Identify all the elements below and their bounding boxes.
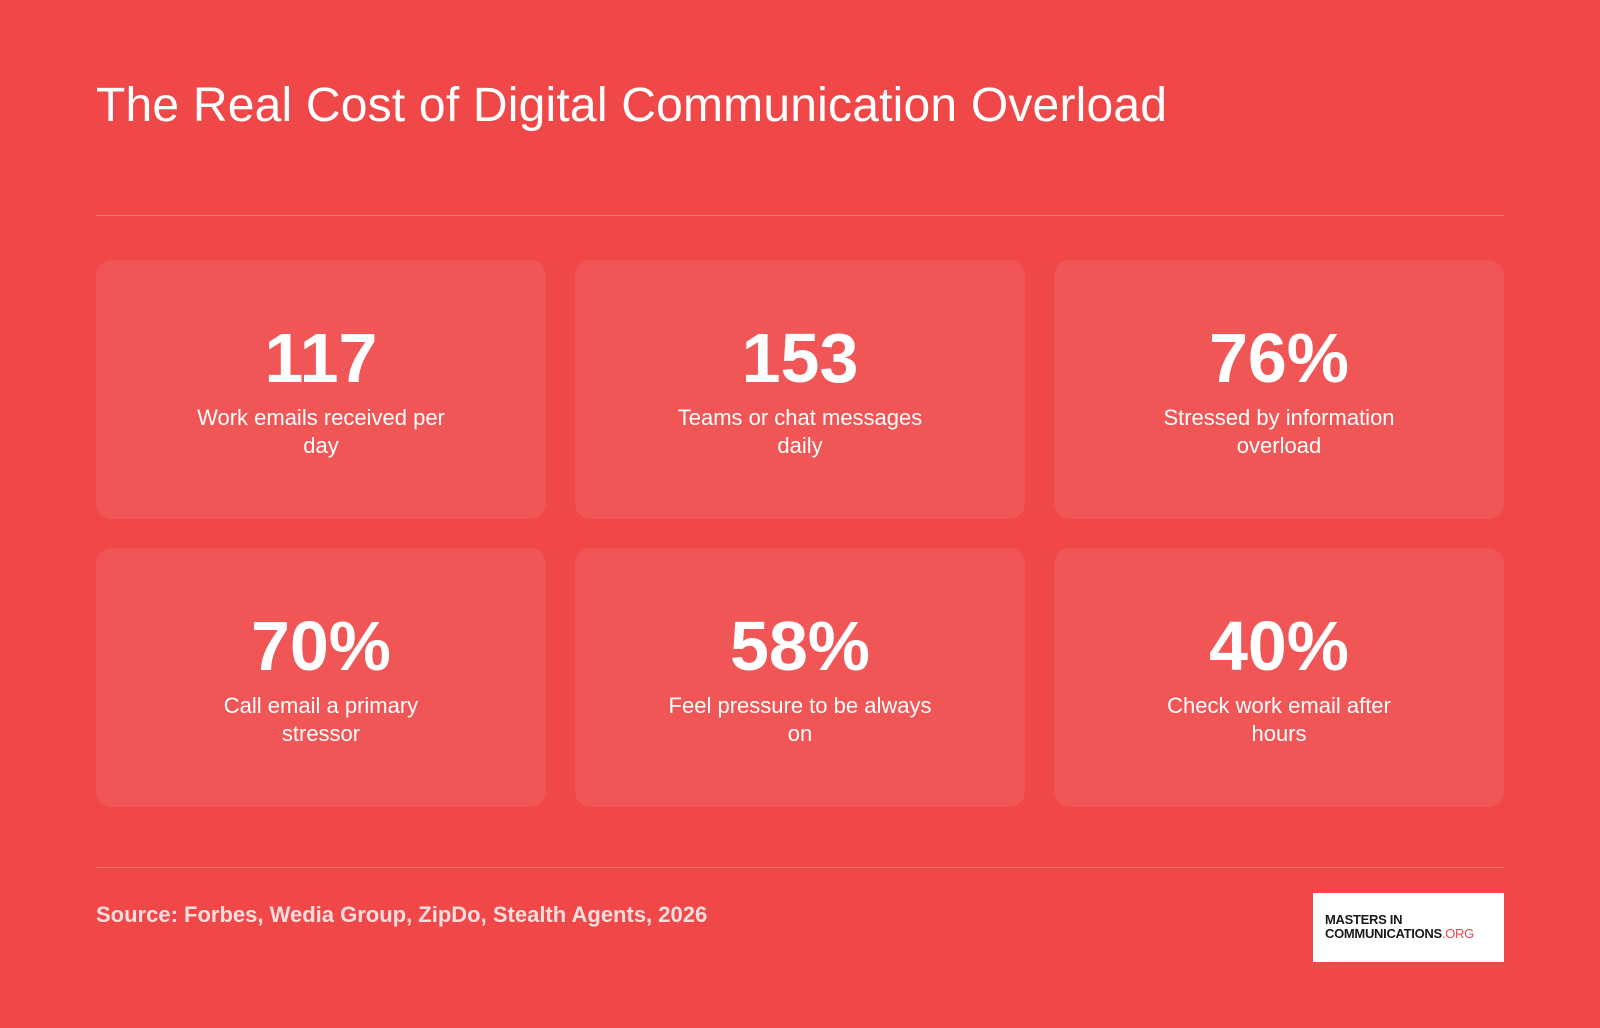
logo-wordmark: COMMUNICATIONS [1325, 926, 1442, 941]
stat-card-emails: 117 Work emails received per day [96, 260, 546, 519]
logo-line-2: COMMUNICATIONS.ORG [1325, 927, 1492, 941]
stat-value: 153 [741, 318, 859, 397]
bottom-divider [96, 867, 1504, 868]
stat-label: Work emails received per day [197, 404, 445, 458]
stat-label: Teams or chat messages daily [677, 404, 923, 458]
stat-card-after-hours: 40% Check work email after hours [1054, 548, 1504, 807]
logo-line-1: MASTERS IN [1325, 912, 1403, 927]
logo-suffix: .ORG [1441, 926, 1474, 941]
stat-value: 76% [1208, 318, 1350, 397]
stat-card-stressed: 76% Stressed by information overload [1054, 260, 1504, 519]
stat-value: 40% [1208, 606, 1350, 685]
stats-grid: 117 Work emails received per day 153 Tea… [96, 260, 1504, 807]
top-divider [96, 215, 1504, 216]
page-title: The Real Cost of Digital Communication O… [96, 79, 1168, 132]
stat-card-chat-messages: 153 Teams or chat messages daily [575, 260, 1025, 519]
stat-card-primary-stressor: 70% Call email a primary stressor [96, 548, 546, 807]
stat-value: 117 [264, 318, 378, 397]
stat-label: Stressed by information overload [1163, 404, 1395, 458]
stat-value: 58% [729, 606, 871, 685]
stat-card-always-on: 58% Feel pressure to be always on [575, 548, 1025, 807]
stat-value: 70% [250, 606, 392, 685]
source-citation: Source: Forbes, Wedia Group, ZipDo, Stea… [96, 902, 708, 927]
brand-logo: MASTERS IN COMMUNICATIONS.ORG [1313, 893, 1504, 962]
stat-label: Call email a primary stressor [223, 692, 419, 746]
stat-label: Check work email after hours [1167, 692, 1391, 746]
stat-label: Feel pressure to be always on [668, 692, 932, 746]
